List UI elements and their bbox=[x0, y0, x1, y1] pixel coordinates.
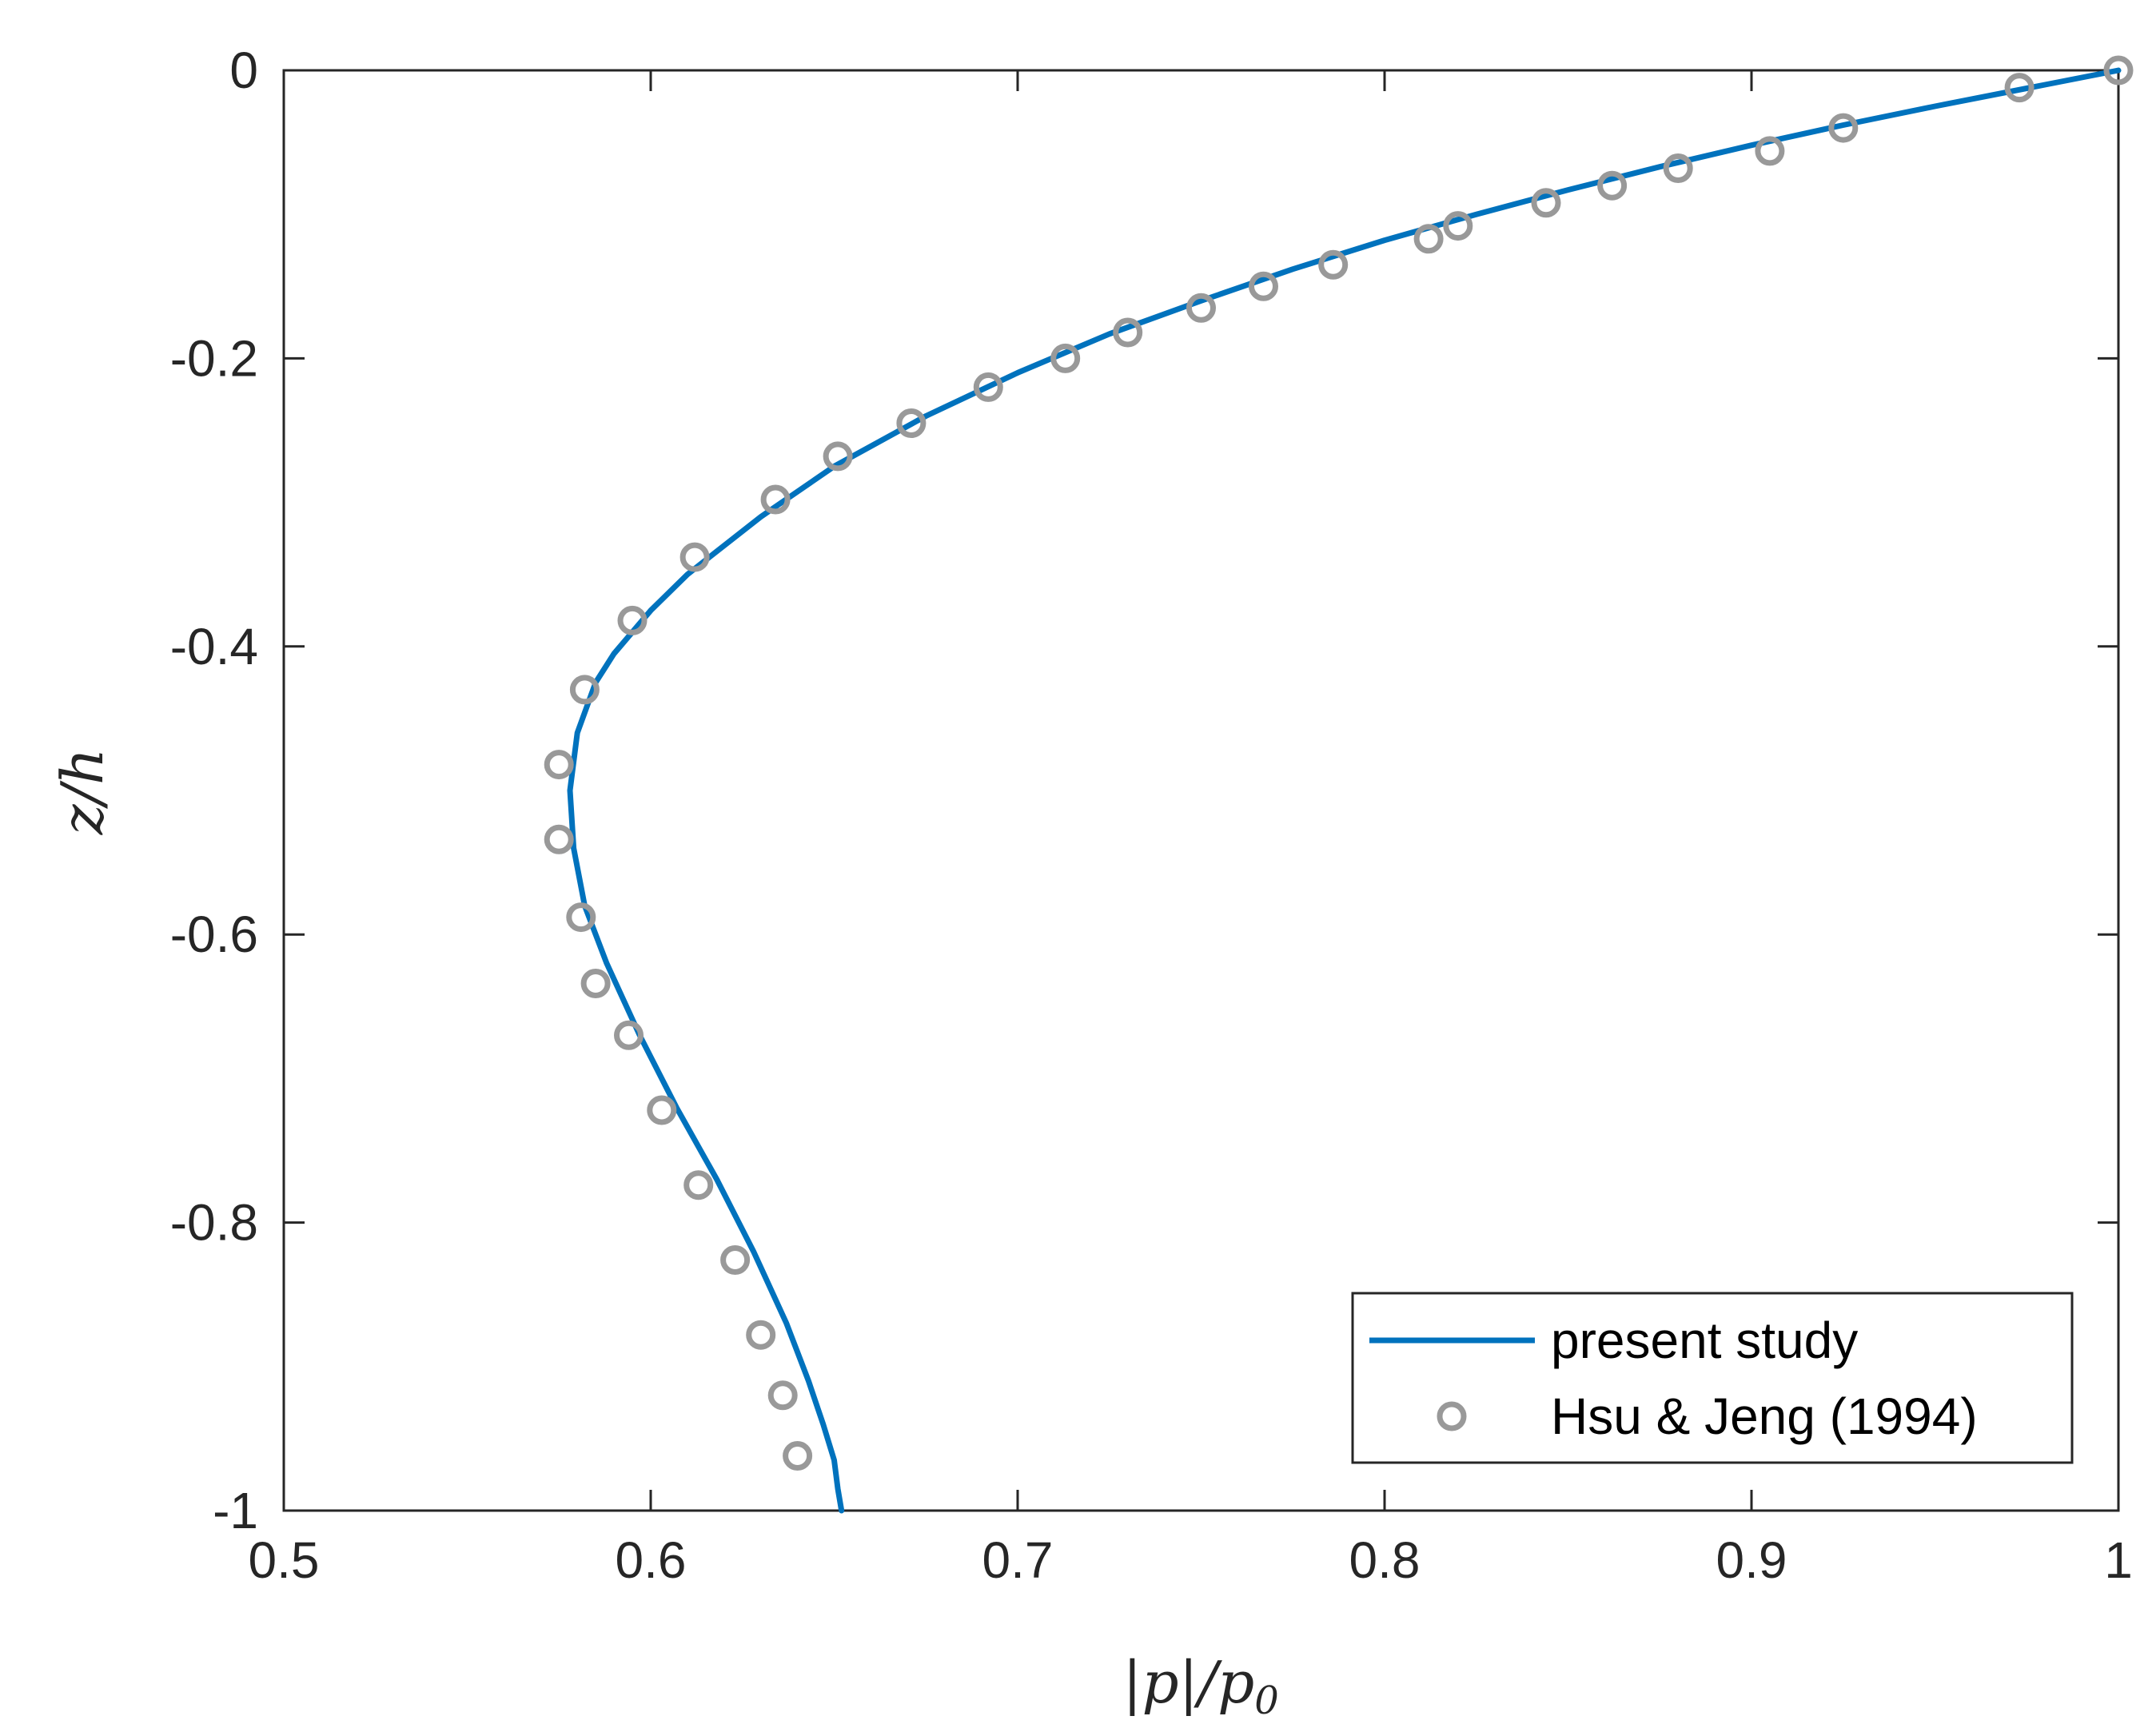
data-point-hsu-jeng bbox=[1531, 188, 1561, 218]
y-tick-label: -0.8 bbox=[170, 1194, 258, 1252]
data-point-hsu-jeng bbox=[580, 969, 611, 998]
data-point-hsu-jeng bbox=[1113, 317, 1143, 348]
data-point-hsu-jeng bbox=[617, 605, 648, 635]
x-axis-label: |p|/p0 bbox=[1122, 1649, 1279, 1720]
x-tick-label: 0.6 bbox=[616, 1531, 687, 1589]
y-tick-label: -0.6 bbox=[170, 906, 258, 963]
data-point-hsu-jeng bbox=[1413, 224, 1444, 254]
legend-label-present-study: present study bbox=[1551, 1312, 1858, 1369]
data-point-hsu-jeng bbox=[973, 372, 1003, 402]
x-tick-label: 0.9 bbox=[1716, 1531, 1787, 1589]
y-tick-label: 0 bbox=[229, 42, 258, 99]
data-point-hsu-jeng bbox=[1249, 271, 1278, 301]
legend-label-hsu-jeng: Hsu & Jeng (1994) bbox=[1551, 1388, 1978, 1445]
legend-marker-swatch bbox=[1437, 1401, 1467, 1431]
y-axis-ticks: 0 -0.2 -0.4 -0.6 -0.8 -1 bbox=[170, 42, 2118, 1539]
data-point-hsu-jeng bbox=[783, 1441, 813, 1471]
data-point-hsu-jeng bbox=[544, 750, 574, 780]
y-tick-label: -0.4 bbox=[170, 618, 258, 675]
data-point-hsu-jeng bbox=[746, 1320, 776, 1350]
data-point-hsu-jeng bbox=[1443, 211, 1473, 241]
y-axis-label: z/h bbox=[49, 748, 116, 836]
data-point-hsu-jeng bbox=[614, 1020, 644, 1050]
data-point-hsu-jeng bbox=[767, 1380, 798, 1411]
data-point-hsu-jeng bbox=[1755, 136, 1785, 166]
legend-box bbox=[1351, 1292, 2074, 1464]
data-point-hsu-jeng bbox=[1318, 249, 1349, 280]
data-point-hsu-jeng bbox=[566, 902, 596, 933]
data-point-hsu-jeng bbox=[683, 1170, 714, 1200]
data-point-hsu-jeng bbox=[760, 484, 791, 515]
data-point-hsu-jeng bbox=[2004, 73, 2034, 103]
data-point-hsu-jeng bbox=[2103, 55, 2134, 86]
data-point-hsu-jeng bbox=[1828, 113, 1859, 143]
data-point-hsu-jeng bbox=[647, 1095, 677, 1125]
data-point-hsu-jeng bbox=[1597, 170, 1628, 201]
x-tick-label: 1 bbox=[2104, 1531, 2133, 1589]
data-point-hsu-jeng bbox=[569, 675, 600, 705]
y-tick-label: -1 bbox=[213, 1482, 258, 1539]
data-point-hsu-jeng bbox=[1050, 343, 1081, 373]
x-tick-label: 0.8 bbox=[1349, 1531, 1421, 1589]
plot-area bbox=[282, 69, 2120, 1512]
series-layer bbox=[544, 55, 2134, 1514]
data-point-hsu-jeng bbox=[544, 824, 574, 854]
data-point-hsu-jeng bbox=[679, 542, 710, 572]
x-tick-label: 0.7 bbox=[982, 1531, 1054, 1589]
y-tick-label: -0.2 bbox=[170, 329, 258, 387]
legend: present study Hsu & Jeng (1994) bbox=[1351, 1292, 2074, 1464]
data-point-hsu-jeng bbox=[720, 1245, 751, 1275]
x-tick-label: 0.5 bbox=[249, 1531, 320, 1589]
data-point-hsu-jeng bbox=[1663, 153, 1693, 183]
data-point-hsu-jeng bbox=[1186, 293, 1216, 323]
x-axis-ticks: 0.5 0.6 0.7 0.8 0.9 1 bbox=[249, 70, 2133, 1589]
data-point-hsu-jeng bbox=[896, 408, 927, 438]
data-point-hsu-jeng bbox=[823, 441, 853, 472]
